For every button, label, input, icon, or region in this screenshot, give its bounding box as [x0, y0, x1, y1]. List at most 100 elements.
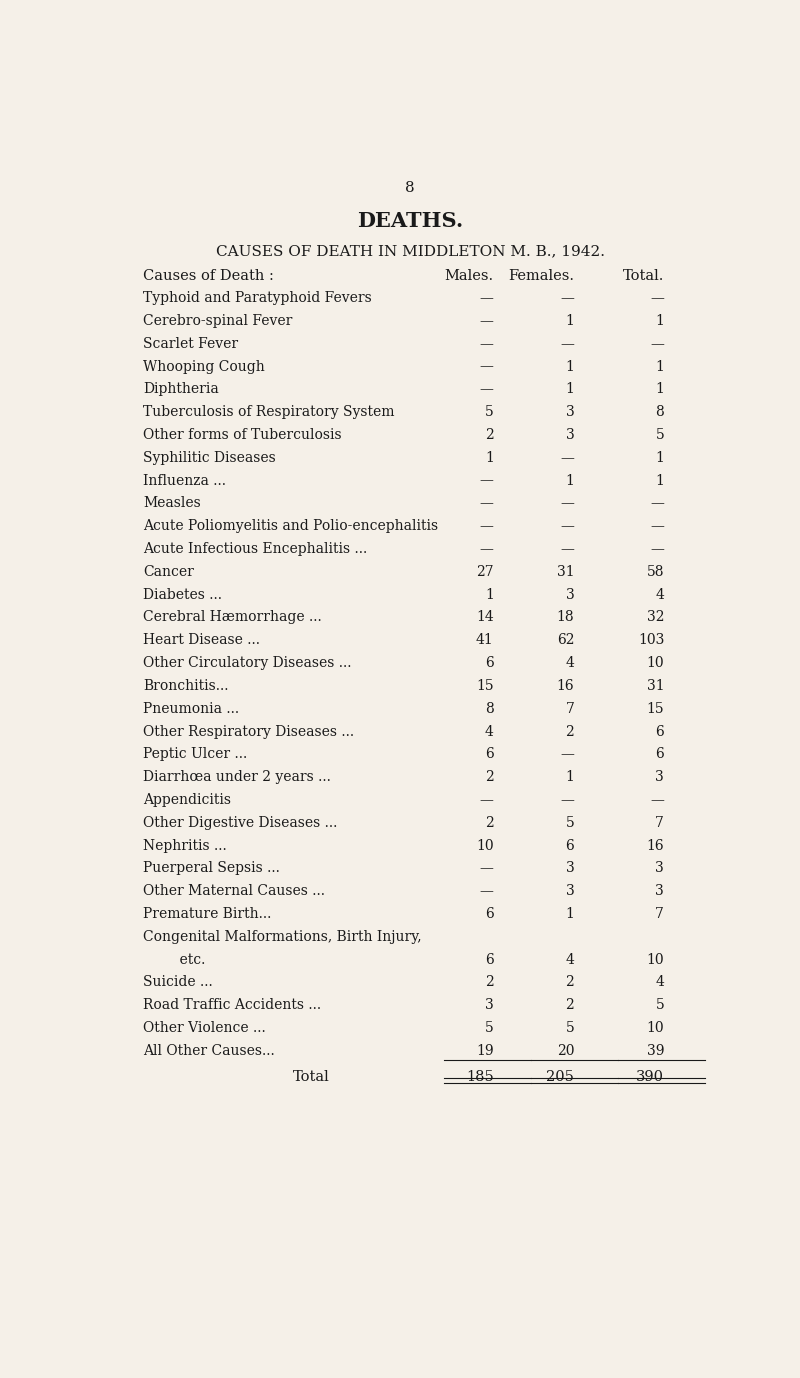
Text: 5: 5	[485, 1021, 494, 1035]
Text: 4: 4	[566, 952, 574, 966]
Text: —: —	[650, 542, 664, 557]
Text: Diabetes ...: Diabetes ...	[143, 587, 222, 602]
Text: 3: 3	[566, 861, 574, 875]
Text: Acute Poliomyelitis and Polio-encephalitis: Acute Poliomyelitis and Polio-encephalit…	[143, 520, 438, 533]
Text: Pneumonia ...: Pneumonia ...	[143, 701, 239, 715]
Text: 1: 1	[655, 474, 664, 488]
Text: 2: 2	[485, 429, 494, 442]
Text: 1: 1	[566, 907, 574, 921]
Text: Congenital Malformations, Birth Injury,: Congenital Malformations, Birth Injury,	[143, 930, 422, 944]
Text: —: —	[561, 496, 574, 510]
Text: Peptic Ulcer ...: Peptic Ulcer ...	[143, 747, 248, 762]
Text: 3: 3	[655, 770, 664, 784]
Text: CAUSES OF DEATH IN MIDDLETON M. B., 1942.: CAUSES OF DEATH IN MIDDLETON M. B., 1942…	[215, 244, 605, 258]
Text: Diphtheria: Diphtheria	[143, 382, 219, 397]
Text: —: —	[480, 520, 494, 533]
Text: —: —	[480, 382, 494, 397]
Text: —: —	[480, 861, 494, 875]
Text: Other Digestive Diseases ...: Other Digestive Diseases ...	[143, 816, 338, 830]
Text: 10: 10	[646, 952, 664, 966]
Text: etc.: etc.	[162, 952, 206, 966]
Text: 6: 6	[485, 747, 494, 762]
Text: —: —	[650, 792, 664, 808]
Text: 1: 1	[655, 451, 664, 464]
Text: 10: 10	[646, 1021, 664, 1035]
Text: 3: 3	[655, 861, 664, 875]
Text: 1: 1	[566, 770, 574, 784]
Text: —: —	[650, 520, 664, 533]
Text: 62: 62	[557, 634, 574, 648]
Text: 4: 4	[655, 976, 664, 989]
Text: —: —	[480, 360, 494, 373]
Text: 10: 10	[646, 656, 664, 670]
Text: 1: 1	[655, 314, 664, 328]
Text: —: —	[480, 885, 494, 898]
Text: 1: 1	[566, 474, 574, 488]
Text: Other Maternal Causes ...: Other Maternal Causes ...	[143, 885, 326, 898]
Text: Cancer: Cancer	[143, 565, 194, 579]
Text: 15: 15	[476, 679, 494, 693]
Text: 1: 1	[566, 314, 574, 328]
Text: —: —	[561, 542, 574, 557]
Text: Total.: Total.	[623, 269, 664, 284]
Text: 2: 2	[485, 976, 494, 989]
Text: 3: 3	[655, 885, 664, 898]
Text: 4: 4	[566, 656, 574, 670]
Text: 1: 1	[655, 360, 664, 373]
Text: 31: 31	[646, 679, 664, 693]
Text: Appendicitis: Appendicitis	[143, 792, 231, 808]
Text: 2: 2	[566, 998, 574, 1013]
Text: —: —	[480, 336, 494, 351]
Text: 27: 27	[476, 565, 494, 579]
Text: —: —	[561, 520, 574, 533]
Text: 2: 2	[566, 725, 574, 739]
Text: 2: 2	[566, 976, 574, 989]
Text: 7: 7	[566, 701, 574, 715]
Text: 8: 8	[485, 701, 494, 715]
Text: —: —	[480, 792, 494, 808]
Text: 6: 6	[655, 725, 664, 739]
Text: Scarlet Fever: Scarlet Fever	[143, 336, 238, 351]
Text: 8: 8	[405, 182, 415, 196]
Text: Measles: Measles	[143, 496, 201, 510]
Text: 16: 16	[646, 839, 664, 853]
Text: 6: 6	[566, 839, 574, 853]
Text: —: —	[480, 291, 494, 305]
Text: 5: 5	[655, 429, 664, 442]
Text: 3: 3	[485, 998, 494, 1013]
Text: Puerperal Sepsis ...: Puerperal Sepsis ...	[143, 861, 280, 875]
Text: 3: 3	[566, 885, 574, 898]
Text: 3: 3	[566, 587, 574, 602]
Text: 5: 5	[566, 1021, 574, 1035]
Text: 7: 7	[655, 816, 664, 830]
Text: —: —	[650, 496, 664, 510]
Text: 1: 1	[485, 587, 494, 602]
Text: 205: 205	[546, 1069, 574, 1084]
Text: Males.: Males.	[445, 269, 494, 284]
Text: Suicide ...: Suicide ...	[143, 976, 213, 989]
Text: 6: 6	[655, 747, 664, 762]
Text: 39: 39	[646, 1045, 664, 1058]
Text: 5: 5	[655, 998, 664, 1013]
Text: Other Circulatory Diseases ...: Other Circulatory Diseases ...	[143, 656, 352, 670]
Text: 1: 1	[566, 360, 574, 373]
Text: 6: 6	[485, 952, 494, 966]
Text: 6: 6	[485, 907, 494, 921]
Text: —: —	[480, 474, 494, 488]
Text: Other Respiratory Diseases ...: Other Respiratory Diseases ...	[143, 725, 354, 739]
Text: —: —	[650, 336, 664, 351]
Text: 18: 18	[557, 610, 574, 624]
Text: 6: 6	[485, 656, 494, 670]
Text: 20: 20	[557, 1045, 574, 1058]
Text: —: —	[650, 291, 664, 305]
Text: —: —	[480, 314, 494, 328]
Text: 3: 3	[566, 405, 574, 419]
Text: Cerebral Hæmorrhage ...: Cerebral Hæmorrhage ...	[143, 610, 322, 624]
Text: 8: 8	[655, 405, 664, 419]
Text: 10: 10	[476, 839, 494, 853]
Text: 4: 4	[485, 725, 494, 739]
Text: Total: Total	[293, 1069, 329, 1084]
Text: Nephritis ...: Nephritis ...	[143, 839, 227, 853]
Text: —: —	[480, 542, 494, 557]
Text: Tuberculosis of Respiratory System: Tuberculosis of Respiratory System	[143, 405, 395, 419]
